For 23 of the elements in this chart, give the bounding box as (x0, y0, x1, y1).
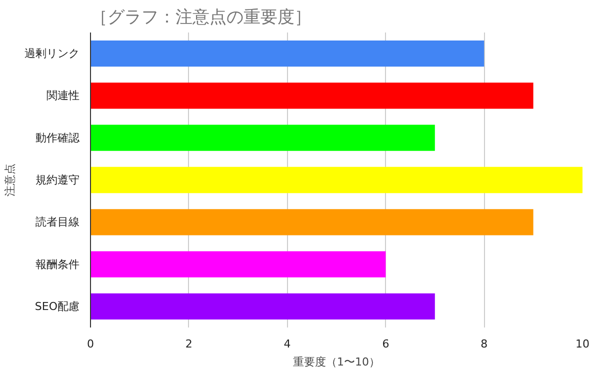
y-tick-label: 過剰リンク (24, 47, 80, 60)
bar (90, 124, 435, 151)
x-tick-label: 4 (284, 338, 291, 350)
bar (90, 166, 582, 194)
chart-title: ［グラフ：注意点の重要度］ (90, 8, 312, 28)
y-tick-label: 関連性 (46, 89, 80, 102)
y-tick-label: SEO配慮 (34, 300, 80, 313)
x-axis-title: 重要度（1〜10） (293, 356, 380, 368)
x-tick-label: 2 (185, 338, 192, 350)
y-tick-label: 動作確認 (36, 131, 80, 144)
x-tick-label: 6 (382, 338, 390, 350)
bar (90, 293, 435, 320)
y-axis-title: 注意点 (4, 164, 16, 196)
x-tick-label: 0 (87, 338, 94, 350)
bar (90, 82, 534, 109)
y-tick-label: 報酬条件 (36, 258, 80, 271)
bar (90, 209, 534, 236)
bar (90, 40, 484, 67)
x-tick-label: 10 (576, 338, 590, 350)
x-tick-label: 8 (480, 338, 488, 350)
bar (90, 251, 386, 278)
y-tick-label: 規約遵守 (36, 174, 80, 186)
y-tick-label: 読者目線 (36, 216, 80, 229)
